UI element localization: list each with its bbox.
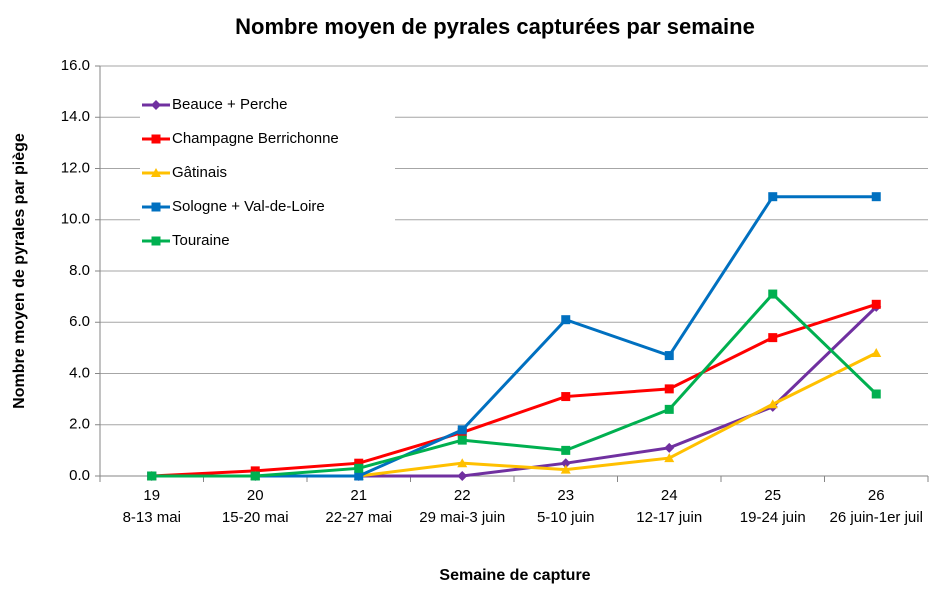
marker bbox=[768, 289, 778, 299]
y-tick-label: 8.0 bbox=[69, 262, 90, 279]
y-tick-label: 14.0 bbox=[61, 108, 90, 125]
marker bbox=[768, 192, 778, 202]
marker bbox=[871, 192, 881, 202]
marker bbox=[664, 404, 674, 414]
marker bbox=[457, 435, 467, 445]
marker bbox=[354, 463, 364, 473]
marker bbox=[664, 384, 674, 394]
x-tick-sublabel: 8-13 mai bbox=[122, 509, 181, 526]
x-tick-sublabel-text: 15-20 mai bbox=[221, 509, 289, 526]
marker bbox=[664, 442, 675, 453]
marker bbox=[147, 471, 157, 481]
y-tick-label: 6.0 bbox=[69, 313, 90, 330]
x-axis-label: Semaine de capture bbox=[439, 567, 590, 584]
marker bbox=[871, 299, 881, 309]
legend-label: Sologne + Val-de-Loire bbox=[172, 198, 325, 215]
x-tick-sublabel-text: 12-17 juin bbox=[636, 509, 703, 526]
marker bbox=[561, 315, 571, 325]
x-tick-label: 20 bbox=[247, 487, 264, 504]
marker bbox=[767, 399, 778, 409]
y-tick-label: 4.0 bbox=[69, 364, 90, 381]
x-tick-label: 21 bbox=[350, 487, 367, 504]
marker bbox=[354, 471, 364, 481]
series-line bbox=[151, 305, 878, 478]
marker bbox=[871, 348, 882, 357]
legend-box bbox=[140, 88, 395, 258]
marker bbox=[151, 134, 161, 144]
y-tick-label: 10.0 bbox=[61, 211, 90, 228]
marker bbox=[457, 471, 468, 481]
marker bbox=[151, 100, 161, 110]
marker bbox=[250, 466, 260, 476]
x-tick-sublabel: 22-27 mai bbox=[325, 509, 393, 526]
x-tick-sublabel: 15-20 mai bbox=[221, 509, 289, 526]
x-tick-sublabel: 29 mai-3 juin bbox=[419, 509, 506, 526]
x-tick-sublabel-text: 19-24 juin bbox=[739, 509, 806, 526]
marker bbox=[151, 202, 161, 212]
series-line bbox=[151, 302, 877, 478]
x-tick-sublabel-text: 5-10 juin bbox=[536, 509, 595, 526]
legend-label: Touraine bbox=[172, 232, 230, 249]
marker bbox=[151, 236, 161, 246]
legend-label: Champagne Berrichonne bbox=[172, 130, 339, 147]
marker bbox=[457, 458, 468, 468]
x-tick-sublabel: 26 juin-1er juil bbox=[829, 509, 923, 526]
series-line bbox=[151, 291, 878, 478]
legend-label: Beauce + Perche bbox=[172, 96, 288, 113]
marker bbox=[664, 453, 675, 463]
x-tick-sublabel: 5-10 juin bbox=[536, 509, 595, 526]
x-tick-sublabel: 12-17 juin bbox=[636, 509, 703, 526]
x-tick-sublabel: 19-24 juin bbox=[739, 509, 806, 526]
y-axis-label: Nombre moyen de pyrales par piège bbox=[11, 133, 28, 409]
y-tick-label: 0.0 bbox=[69, 467, 90, 484]
marker bbox=[664, 351, 674, 361]
marker bbox=[560, 464, 571, 474]
x-tick-label: 25 bbox=[764, 487, 781, 504]
x-tick-sublabel-text: 8-13 mai bbox=[122, 509, 181, 526]
chart-title: Nombre moyen de pyrales capturées par se… bbox=[235, 14, 755, 39]
marker bbox=[768, 333, 778, 343]
marker bbox=[871, 389, 881, 399]
y-tick-label: 16.0 bbox=[61, 57, 90, 74]
x-tick-label: 26 bbox=[868, 487, 885, 504]
x-tick-sublabel-text: 26 juin-1er juil bbox=[829, 509, 923, 526]
marker bbox=[250, 471, 260, 481]
x-tick-label: 24 bbox=[661, 487, 678, 504]
y-tick-label: 12.0 bbox=[61, 159, 90, 176]
legend-label: Gâtinais bbox=[172, 164, 227, 181]
x-tick-label: 23 bbox=[557, 487, 574, 504]
marker bbox=[457, 425, 467, 435]
marker bbox=[561, 445, 571, 455]
x-tick-sublabel-text: 22-27 mai bbox=[325, 509, 393, 526]
marker bbox=[151, 168, 161, 177]
x-tick-label: 19 bbox=[143, 487, 160, 504]
marker bbox=[354, 458, 364, 468]
y-tick-label: 2.0 bbox=[69, 416, 90, 433]
x-tick-sublabel-text: 29 mai-3 juin bbox=[419, 509, 506, 526]
x-tick-label: 22 bbox=[454, 487, 471, 504]
marker bbox=[560, 458, 571, 469]
marker bbox=[561, 392, 571, 402]
